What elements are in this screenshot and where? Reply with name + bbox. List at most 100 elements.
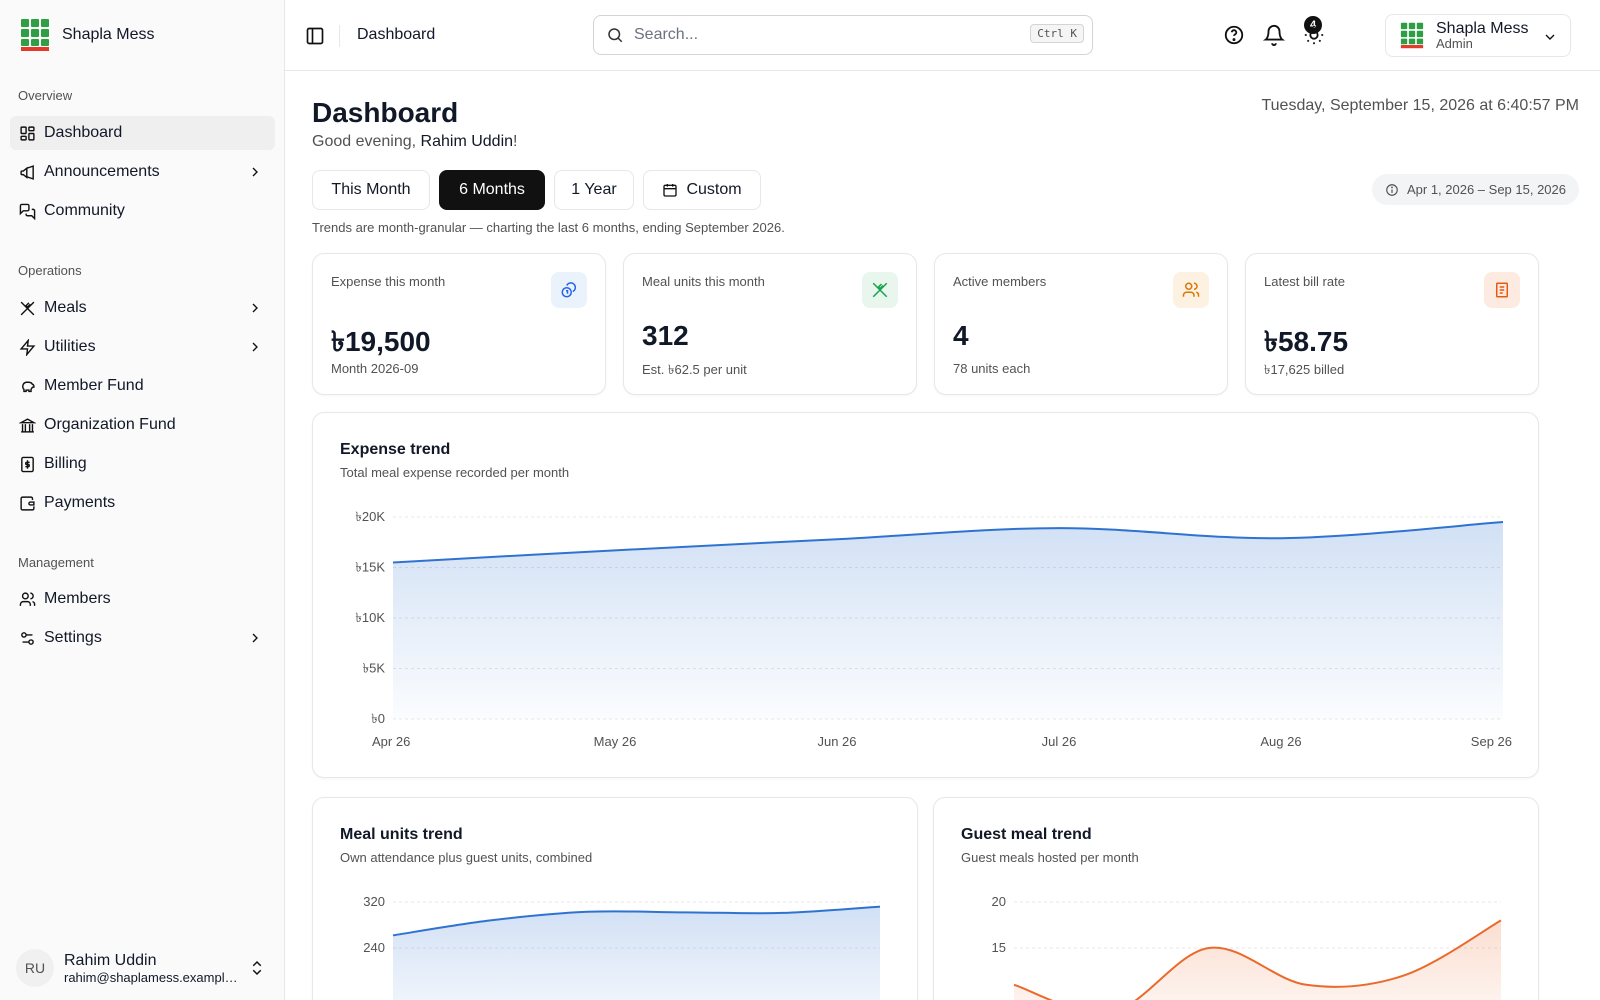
chart-title: Guest meal trend	[961, 826, 1092, 843]
users-icon	[1173, 272, 1209, 308]
x-tick-label: Jul 26	[1042, 734, 1077, 749]
utensils-icon	[18, 299, 36, 317]
stat-label: Meal units this month	[642, 274, 765, 289]
stat-card-meal-units: Meal units this month 312 Est. ৳62.5 per…	[623, 253, 917, 395]
sidebar-item-label: Members	[44, 590, 111, 607]
series-line	[392, 521, 1504, 564]
stat-card-active-members: Active members 4 78 units each	[934, 253, 1228, 395]
bell-icon[interactable]	[1263, 24, 1285, 46]
sidebar-toggle-icon[interactable]	[305, 26, 325, 46]
main-content: Dashboard Good evening, Rahim Uddin! Tue…	[285, 71, 1600, 1000]
series-line	[1013, 919, 1502, 1000]
coins-icon	[551, 272, 587, 308]
sidebar-item-label: Dashboard	[44, 124, 123, 141]
sidebar-item-label: Utilities	[44, 338, 96, 355]
greeting-prefix: Good evening,	[312, 133, 421, 150]
sidebar-item-organization-fund[interactable]: Organization Fund	[10, 408, 275, 442]
range-custom-button[interactable]: Custom	[643, 170, 761, 210]
chevron-right-icon	[252, 167, 258, 177]
receipt-icon	[1484, 272, 1520, 308]
app-logo	[21, 19, 49, 51]
bank-icon	[18, 416, 36, 434]
x-tick-label: Aug 26	[1260, 734, 1301, 749]
user-name: Rahim Uddin	[64, 951, 157, 969]
stat-value: 4	[953, 320, 969, 351]
section-overview: Overview	[18, 88, 73, 103]
y-tick-label: ৳5K	[363, 661, 386, 676]
sidebar-item-members[interactable]: Members	[10, 582, 275, 616]
sidebar-item-billing[interactable]: Billing	[10, 447, 275, 481]
zap-icon	[18, 338, 36, 356]
receipt-icon	[18, 455, 36, 473]
range-this-month-button[interactable]: This Month	[312, 170, 430, 210]
sidebar-item-label: Settings	[44, 629, 102, 646]
search-box[interactable]: Ctrl K	[593, 15, 1093, 55]
area-fill	[1014, 920, 1501, 1000]
chevron-right-icon	[252, 342, 258, 352]
meal-units-trend-chart: 320 240	[363, 894, 881, 1000]
y-tick-label: 320	[363, 894, 385, 909]
sidebar-item-utilities[interactable]: Utilities	[10, 330, 275, 364]
sidebar-item-payments[interactable]: Payments	[10, 486, 275, 520]
stat-label: Latest bill rate	[1264, 274, 1345, 289]
range-6-months-button[interactable]: 6 Months	[439, 170, 545, 210]
stat-card-expense: Expense this month ৳19,500 Month 2026-09	[312, 253, 606, 395]
chart-subtitle: Total meal expense recorded per month	[340, 465, 570, 480]
series-line	[392, 905, 881, 937]
trend-note: Trends are month-granular — charting the…	[312, 220, 785, 235]
y-tick-label: ৳15K	[355, 560, 385, 575]
range-custom-label: Custom	[686, 181, 742, 198]
stat-subtext: 78 units each	[953, 361, 1031, 376]
sidebar-item-meals[interactable]: Meals	[10, 291, 275, 325]
sidebar-item-label: Payments	[44, 494, 116, 511]
greeting: Good evening, Rahim Uddin!	[312, 133, 517, 151]
search-input[interactable]	[634, 26, 1014, 44]
x-tick-label: Apr 26	[372, 734, 410, 749]
area-fill	[393, 522, 1503, 719]
chevrons-up-down-icon	[252, 960, 262, 976]
stat-subtext: Month 2026-09	[331, 361, 419, 376]
brand[interactable]: Shapla Mess	[20, 18, 155, 52]
page-title: Dashboard	[312, 97, 459, 128]
chevron-right-icon	[252, 633, 258, 643]
date-range-label: Apr 1, 2026 – Sep 15, 2026	[1406, 182, 1566, 197]
y-tick-label: ৳10K	[355, 610, 385, 625]
x-tick-label: Sep 26	[1471, 734, 1512, 749]
top-header: Dashboard Ctrl K 4 Shapla Mess Admin	[285, 0, 1600, 71]
y-tick-label: 240	[363, 940, 385, 955]
avatar: RU	[16, 949, 54, 987]
sidebar-item-label: Billing	[44, 455, 87, 472]
area-fill	[393, 906, 880, 1000]
range-1-year-button[interactable]: 1 Year	[554, 170, 634, 210]
x-tick-label: May 26	[594, 734, 637, 749]
chart-subtitle: Guest meals hosted per month	[961, 850, 1139, 865]
stat-label: Active members	[953, 274, 1047, 289]
piggy-bank-icon	[18, 377, 36, 395]
stat-subtext: Est. ৳62.5 per unit	[642, 362, 747, 377]
users-icon	[18, 590, 36, 608]
stat-label: Expense this month	[331, 274, 446, 289]
utensils-icon	[862, 272, 898, 308]
shortcut-hint: Ctrl K	[1030, 24, 1084, 43]
org-switcher[interactable]: Shapla Mess Admin	[1385, 14, 1571, 57]
section-operations: Operations	[18, 263, 82, 278]
dashboard-icon	[18, 124, 36, 142]
sidebar-item-announcements[interactable]: Announcements	[10, 155, 275, 189]
calendar-icon	[663, 184, 678, 197]
help-icon[interactable]	[1223, 24, 1245, 46]
date-range-pill: Apr 1, 2026 – Sep 15, 2026	[1371, 174, 1579, 205]
x-tick-label: Jun 26	[817, 734, 856, 749]
sun-icon[interactable]	[1303, 24, 1325, 46]
sidebar-item-member-fund[interactable]: Member Fund	[10, 369, 275, 403]
user-menu[interactable]: RU Rahim Uddin rahim@shaplamess.example.…	[16, 946, 266, 990]
sidebar-item-community[interactable]: Community	[10, 194, 275, 228]
org-name: Shapla Mess	[1436, 19, 1529, 37]
y-tick-label: 20	[992, 894, 1006, 909]
app-name: Shapla Mess	[62, 26, 155, 43]
breadcrumb: Dashboard	[357, 26, 436, 43]
org-logo	[1400, 22, 1424, 49]
sidebar-item-settings[interactable]: Settings	[10, 621, 275, 655]
meal-units-trend-card: Meal units trend Own attendance plus gue…	[312, 797, 918, 1000]
sidebar-item-dashboard[interactable]: Dashboard	[10, 116, 275, 150]
